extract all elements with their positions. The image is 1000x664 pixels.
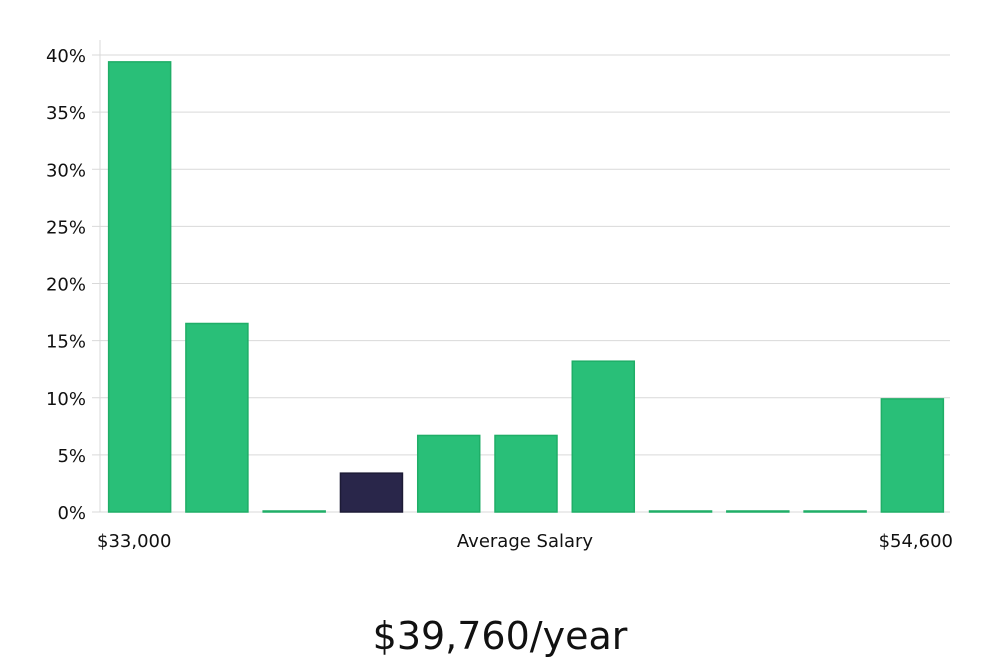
highlight-bar	[339, 472, 404, 513]
y-tick-label: 35%	[46, 103, 86, 124]
average-salary-value: $39,760/year	[373, 614, 628, 658]
salary-bar	[803, 510, 867, 513]
x-axis-title: Average Salary	[457, 531, 594, 552]
salary-bar	[107, 61, 172, 513]
y-tick-label: 0%	[57, 503, 86, 524]
salary-bar	[185, 322, 249, 513]
label-layer: 0% 5% 10% 15% 20% 25% 30% 35% 40%	[46, 46, 86, 524]
salary-bar	[262, 510, 326, 513]
x-axis-start-label: $33,000	[97, 531, 171, 552]
axis-layer	[92, 40, 101, 513]
salary-bar	[571, 360, 636, 513]
x-axis-end-label: $54,600	[879, 531, 953, 552]
salary-bar	[648, 510, 713, 513]
salary-bar	[416, 434, 481, 513]
y-tick-label: 25%	[46, 217, 86, 238]
salary-bar	[726, 510, 790, 513]
y-tick-label: 15%	[46, 332, 86, 353]
y-tick-label: 20%	[46, 275, 86, 296]
y-tick-label: 5%	[57, 446, 86, 467]
y-tick-label: 30%	[46, 160, 86, 181]
salary-bar	[880, 398, 945, 513]
y-tick-label: 10%	[46, 389, 86, 410]
salary-bar	[494, 434, 558, 513]
bar-layer	[107, 61, 945, 513]
y-tick-label: 40%	[46, 46, 86, 67]
